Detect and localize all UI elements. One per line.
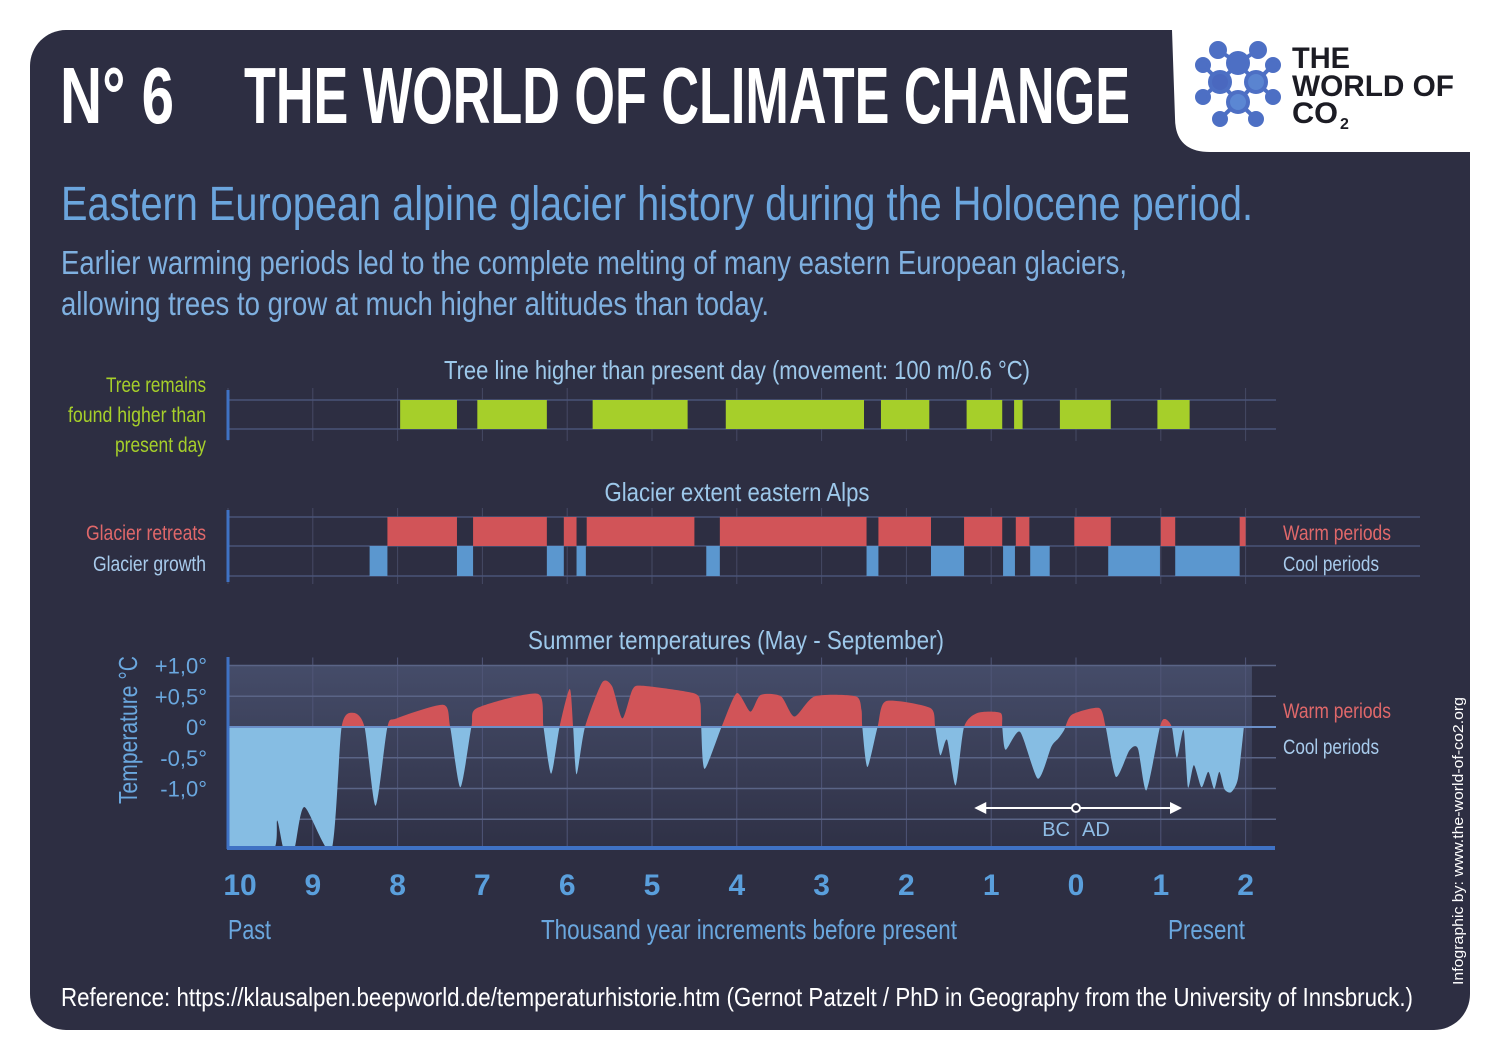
glacier-retreat-bar bbox=[1015, 517, 1030, 546]
glacier-growth-bar bbox=[576, 546, 586, 576]
arrow-right-icon bbox=[1170, 802, 1182, 814]
y-axis-label: Temperature °C bbox=[113, 656, 143, 804]
tree-line-bar bbox=[966, 400, 1003, 429]
reference-text: Reference: https://klausalpen.beepworld.… bbox=[61, 982, 1413, 1012]
glacier-growth-bar bbox=[546, 546, 564, 576]
tree-label-line-2: found higher than bbox=[68, 404, 206, 427]
glacier-growth-bar bbox=[866, 546, 879, 576]
issue-number: N° 6 bbox=[60, 51, 174, 140]
x-axis-present-label: Present bbox=[1168, 914, 1245, 945]
glacier-growth-bar bbox=[1175, 546, 1240, 576]
tree-label-line-1: Tree remains bbox=[106, 374, 206, 397]
tree-line-bar bbox=[477, 400, 547, 429]
x-tick-label: 2 bbox=[1237, 869, 1254, 902]
tree-chart-title: Tree line higher than present day (movem… bbox=[444, 355, 1030, 385]
arrow-left-icon bbox=[974, 802, 987, 814]
y-tick-label: -0,5° bbox=[160, 746, 207, 771]
y-tick-label: +0,5° bbox=[155, 684, 207, 709]
tree-line-bar bbox=[400, 400, 457, 429]
tree-line-bar bbox=[1157, 400, 1190, 429]
glacier-chart-title: Glacier extent eastern Alps bbox=[605, 477, 870, 507]
glacier-retreat-bar bbox=[878, 517, 931, 546]
logo bbox=[1195, 40, 1460, 136]
glacier-retreat-bar bbox=[1074, 517, 1111, 546]
ad-label: AD bbox=[1082, 819, 1110, 841]
era-zero-dot bbox=[1071, 803, 1081, 813]
tree-label-line-3: present day bbox=[115, 434, 206, 457]
y-tick-label: +1,0° bbox=[155, 654, 207, 679]
x-tick-label: 1 bbox=[1152, 869, 1169, 902]
tree-line-chart: Tree line higher than present day (movem… bbox=[68, 355, 1276, 457]
x-axis-ticks: 10 9 8 7 6 5 4 3 2 1 0 1 2 bbox=[223, 869, 1254, 902]
x-tick-label: 4 bbox=[728, 869, 745, 902]
x-tick-label: 10 bbox=[223, 869, 256, 902]
tree-line-bar bbox=[1014, 400, 1023, 429]
description-line-2: allowing trees to grow at much higher al… bbox=[61, 285, 769, 322]
tree-line-bar bbox=[1059, 400, 1111, 429]
glacier-retreat-bar bbox=[563, 517, 577, 546]
glacier-growth-bar bbox=[1003, 546, 1015, 576]
page-title: THE WORLD OF CLIMATE CHANGE bbox=[244, 51, 1130, 140]
glacier-growth-label: Glacier growth bbox=[93, 553, 206, 576]
description-line-1: Earlier warming periods led to the compl… bbox=[61, 244, 1127, 281]
glacier-retreat-bar bbox=[1160, 517, 1176, 546]
glacier-retreat-bar bbox=[586, 517, 695, 546]
glacier-growth-bar bbox=[1108, 546, 1160, 576]
y-tick-label: -1,0° bbox=[160, 777, 207, 802]
molecule-icon bbox=[1195, 41, 1281, 127]
tree-line-bar bbox=[725, 400, 864, 429]
x-tick-label: 2 bbox=[898, 869, 915, 902]
x-tick-label: 7 bbox=[474, 869, 491, 902]
bc-ad-marker: BC AD bbox=[974, 802, 1182, 841]
glacier-growth-bar bbox=[1030, 546, 1050, 576]
glacier-retreat-bar bbox=[473, 517, 547, 546]
tree-line-bar bbox=[592, 400, 688, 429]
y-tick-label: 0° bbox=[186, 715, 207, 740]
bc-label: BC bbox=[1042, 819, 1070, 841]
x-axis-past-label: Past bbox=[228, 914, 271, 945]
glacier-retreat-bar bbox=[964, 517, 1003, 546]
temp-cool-label: Cool periods bbox=[1283, 736, 1379, 759]
glacier-growth-bar bbox=[456, 546, 474, 576]
glacier-retreat-bar bbox=[1239, 517, 1246, 546]
glacier-retreat-bar bbox=[719, 517, 867, 546]
logo-wordmark bbox=[1288, 40, 1460, 136]
glacier-cool-label: Cool periods bbox=[1283, 553, 1379, 576]
credit-text: Infographic by: www.the-world-of-co2.org bbox=[1450, 697, 1467, 985]
x-tick-label: 8 bbox=[389, 869, 406, 902]
glacier-growth-bar bbox=[369, 546, 388, 576]
glacier-growth-bar bbox=[930, 546, 965, 576]
temp-warm-label: Warm periods bbox=[1283, 700, 1391, 723]
glacier-retreats-label: Glacier retreats bbox=[86, 522, 206, 545]
tree-line-bar bbox=[880, 400, 930, 429]
glacier-warm-label: Warm periods bbox=[1283, 522, 1391, 545]
warm-area bbox=[228, 680, 1244, 727]
x-tick-label: 6 bbox=[559, 869, 576, 902]
x-tick-label: 5 bbox=[644, 869, 661, 902]
x-tick-label: 3 bbox=[813, 869, 830, 902]
x-tick-label: 1 bbox=[983, 869, 1000, 902]
glacier-retreat-bar bbox=[387, 517, 457, 546]
x-tick-label: 9 bbox=[304, 869, 321, 902]
x-axis-title: Thousand year increments before present bbox=[541, 914, 957, 945]
subtitle: Eastern European alpine glacier history … bbox=[61, 178, 1253, 231]
glacier-chart: Glacier extent eastern Alps Glacier retr… bbox=[86, 477, 1420, 584]
temperature-chart-title: Summer temperatures (May - September) bbox=[528, 625, 944, 655]
cool-area bbox=[228, 727, 1244, 847]
x-tick-label: 0 bbox=[1068, 869, 1085, 902]
temperature-chart: Summer temperatures (May - September) Te… bbox=[113, 625, 1391, 850]
glacier-growth-bar bbox=[706, 546, 720, 576]
